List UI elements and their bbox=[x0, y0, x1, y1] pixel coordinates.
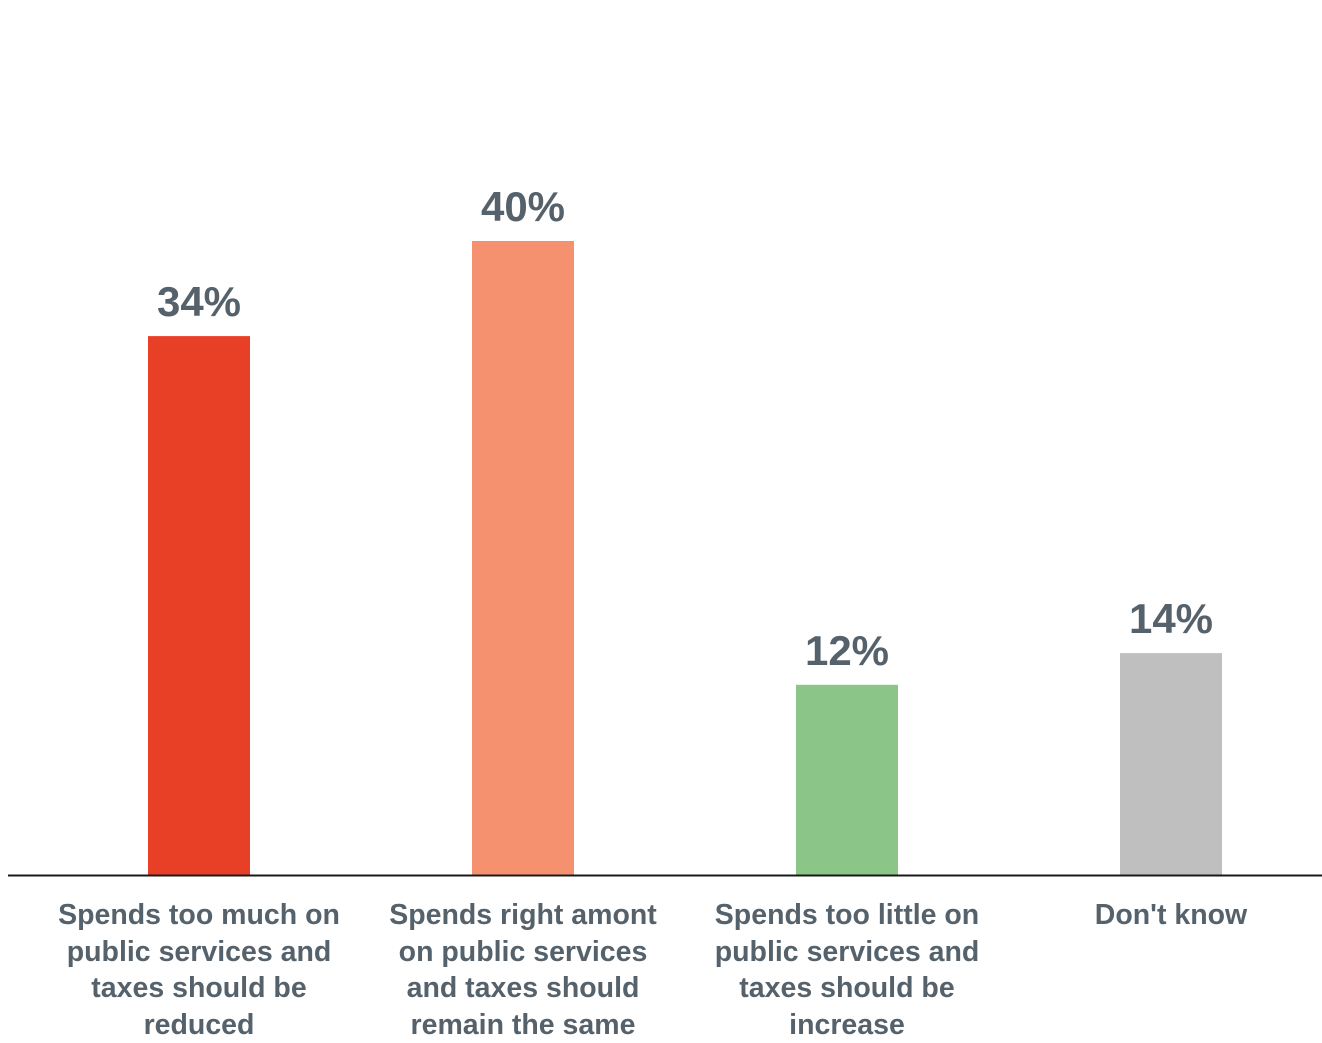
category-label-1-line-2: public services and bbox=[34, 934, 364, 971]
data-label-1: 34% bbox=[157, 278, 241, 325]
category-label-3-line-4: increase bbox=[682, 1007, 1012, 1043]
data-label-4: 14% bbox=[1129, 595, 1213, 642]
category-label-2-line-4: remain the same bbox=[358, 1007, 688, 1043]
category-label-1-line-1: Spends too much on bbox=[34, 897, 364, 934]
value-labels-group: 34% 40% 12% 14% bbox=[157, 183, 1213, 674]
data-label-2: 40% bbox=[481, 183, 565, 230]
category-label-2-line-3: and taxes should bbox=[358, 970, 688, 1007]
category-label-3-line-1: Spends too little on bbox=[682, 897, 1012, 934]
data-label-3: 12% bbox=[805, 627, 889, 674]
bar-1 bbox=[148, 336, 250, 875]
category-label-2-line-2: on public services bbox=[358, 934, 688, 971]
category-label-4-line-1: Don't know bbox=[1006, 897, 1322, 934]
category-label-1-line-3: taxes should be bbox=[34, 970, 364, 1007]
category-label-3-line-3: taxes should be bbox=[682, 970, 1012, 1007]
bar-3 bbox=[796, 685, 898, 875]
bar-2 bbox=[472, 241, 574, 875]
bar-4 bbox=[1120, 653, 1222, 875]
bars-group bbox=[148, 241, 1222, 875]
category-label-3-line-2: public services and bbox=[682, 934, 1012, 971]
category-label-2-line-1: Spends right amont bbox=[358, 897, 688, 934]
category-label-4: Don't know bbox=[1006, 897, 1322, 934]
category-label-1-line-4: reduced bbox=[34, 1007, 364, 1043]
